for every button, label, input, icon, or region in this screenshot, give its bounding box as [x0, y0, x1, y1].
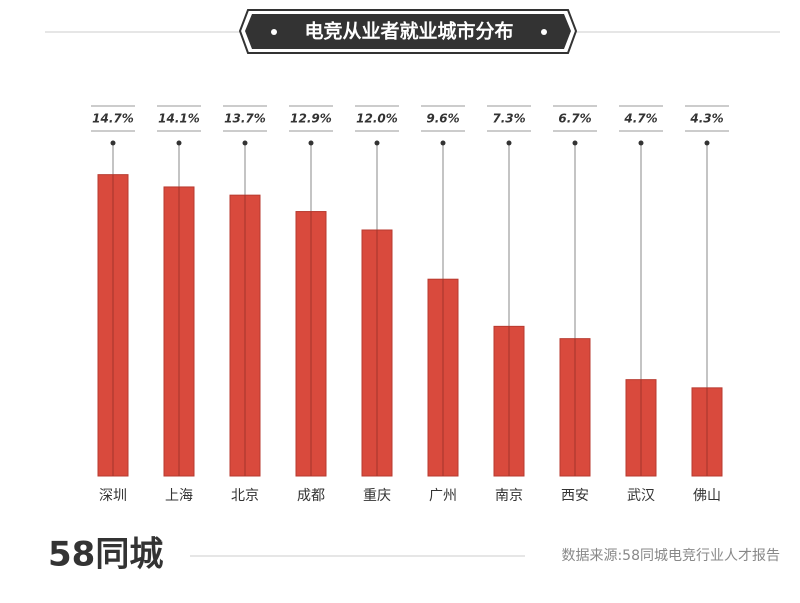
value-label: 12.0%	[356, 112, 398, 126]
leader-dot	[506, 140, 512, 146]
value-label: 9.6%	[426, 112, 459, 126]
x-tick-label: 广州	[429, 488, 457, 504]
leader-dot	[110, 140, 116, 146]
title-bullet	[271, 29, 277, 35]
leader-dot	[242, 140, 248, 146]
x-tick-label: 成都	[297, 488, 325, 504]
leader-dot	[374, 140, 380, 146]
source-note: 数据来源:58同城电竞行业人才报告	[561, 547, 780, 564]
logo: 58同城	[48, 535, 163, 575]
value-label: 4.7%	[623, 112, 657, 126]
value-label: 14.1%	[158, 112, 200, 126]
leader-dot	[572, 140, 578, 146]
title-box	[245, 14, 571, 49]
x-tick-label: 武汉	[627, 488, 655, 504]
x-tick-label: 上海	[165, 488, 193, 504]
x-tick-label: 重庆	[363, 488, 391, 504]
value-label: 7.3%	[492, 112, 525, 126]
x-tick-label: 佛山	[693, 488, 721, 504]
leader-dot	[440, 140, 446, 146]
x-tick-label: 南京	[495, 488, 523, 504]
x-tick-label: 西安	[561, 488, 589, 504]
value-label: 12.9%	[290, 112, 332, 126]
value-label: 6.7%	[558, 112, 591, 126]
x-tick-label: 北京	[231, 488, 259, 504]
value-label: 4.3%	[689, 112, 723, 126]
leader-dot	[308, 140, 314, 146]
value-label: 13.7%	[224, 112, 266, 126]
leader-dot	[638, 140, 644, 146]
title-bullet	[541, 29, 547, 35]
x-tick-label: 深圳	[99, 488, 127, 504]
leader-dot	[176, 140, 182, 146]
value-label: 14.7%	[92, 112, 134, 126]
leader-dot	[704, 140, 710, 146]
chart-title: 电竞从业者就业城市分布	[304, 20, 513, 43]
